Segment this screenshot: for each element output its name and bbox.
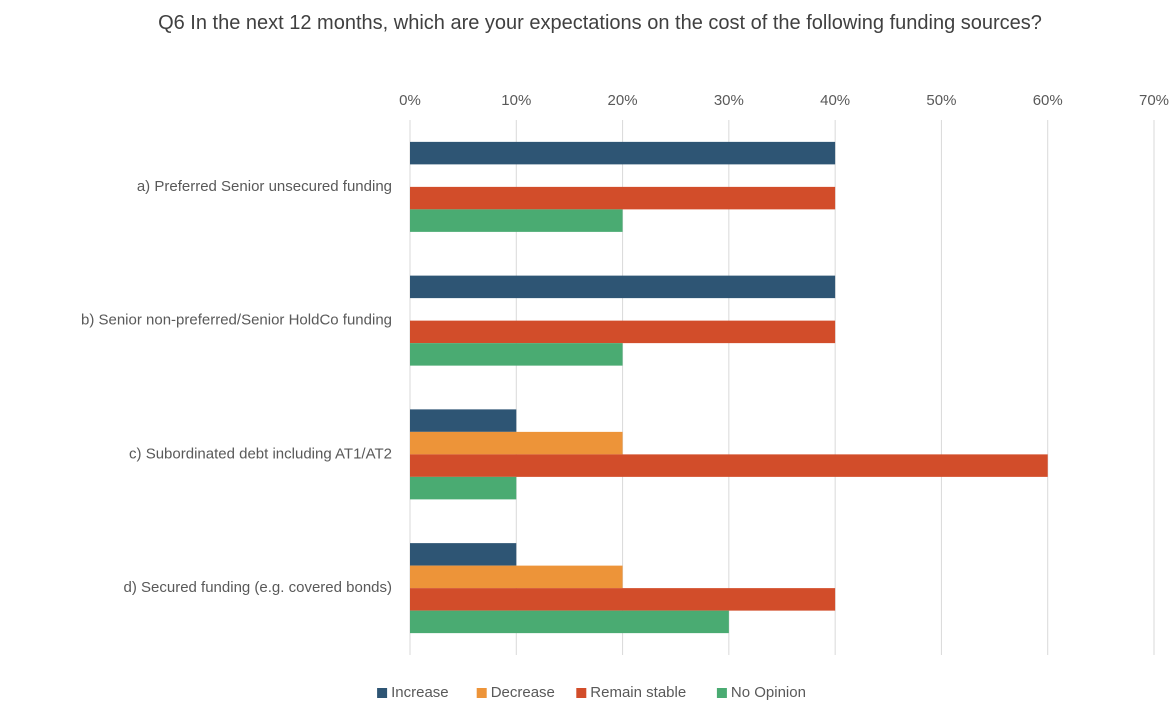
x-tick-label: 10%	[501, 92, 531, 109]
x-tick-label: 30%	[714, 92, 744, 109]
x-tick-label: 60%	[1033, 92, 1063, 109]
y-tick-label: d) Secured funding (e.g. covered bonds)	[124, 579, 393, 596]
bar	[410, 588, 836, 611]
x-tick-label: 40%	[820, 92, 850, 109]
y-tick-label: c) Subordinated debt including AT1/AT2	[129, 445, 392, 462]
bar	[410, 543, 517, 566]
chart-title: Q6 In the next 12 months, which are your…	[158, 12, 1042, 34]
legend-label: Remain stable	[590, 684, 686, 701]
y-tick-label: b) Senior non-preferred/Senior HoldCo fu…	[81, 312, 392, 329]
x-tick-label: 0%	[399, 92, 421, 109]
bar	[410, 209, 623, 232]
legend-swatch	[576, 688, 587, 698]
bar	[410, 320, 836, 344]
bar	[410, 275, 836, 299]
bar	[410, 454, 1048, 477]
legend-label: Decrease	[491, 684, 555, 701]
bar	[410, 141, 836, 165]
bar	[410, 186, 836, 210]
legend-label: No Opinion	[731, 684, 806, 701]
x-tick-label: 50%	[926, 92, 956, 109]
bar	[410, 610, 729, 634]
bar	[410, 431, 623, 455]
bar	[410, 476, 517, 500]
legend-swatch	[716, 688, 727, 698]
bar	[410, 343, 623, 366]
y-tick-label: a) Preferred Senior unsecured funding	[137, 178, 392, 195]
x-tick-label: 20%	[608, 92, 638, 109]
legend-swatch	[476, 688, 487, 698]
legend-swatch	[377, 688, 388, 698]
legend-label: Increase	[391, 684, 449, 701]
x-tick-label: 70%	[1139, 92, 1169, 109]
bar	[410, 565, 623, 589]
bar	[410, 409, 517, 432]
